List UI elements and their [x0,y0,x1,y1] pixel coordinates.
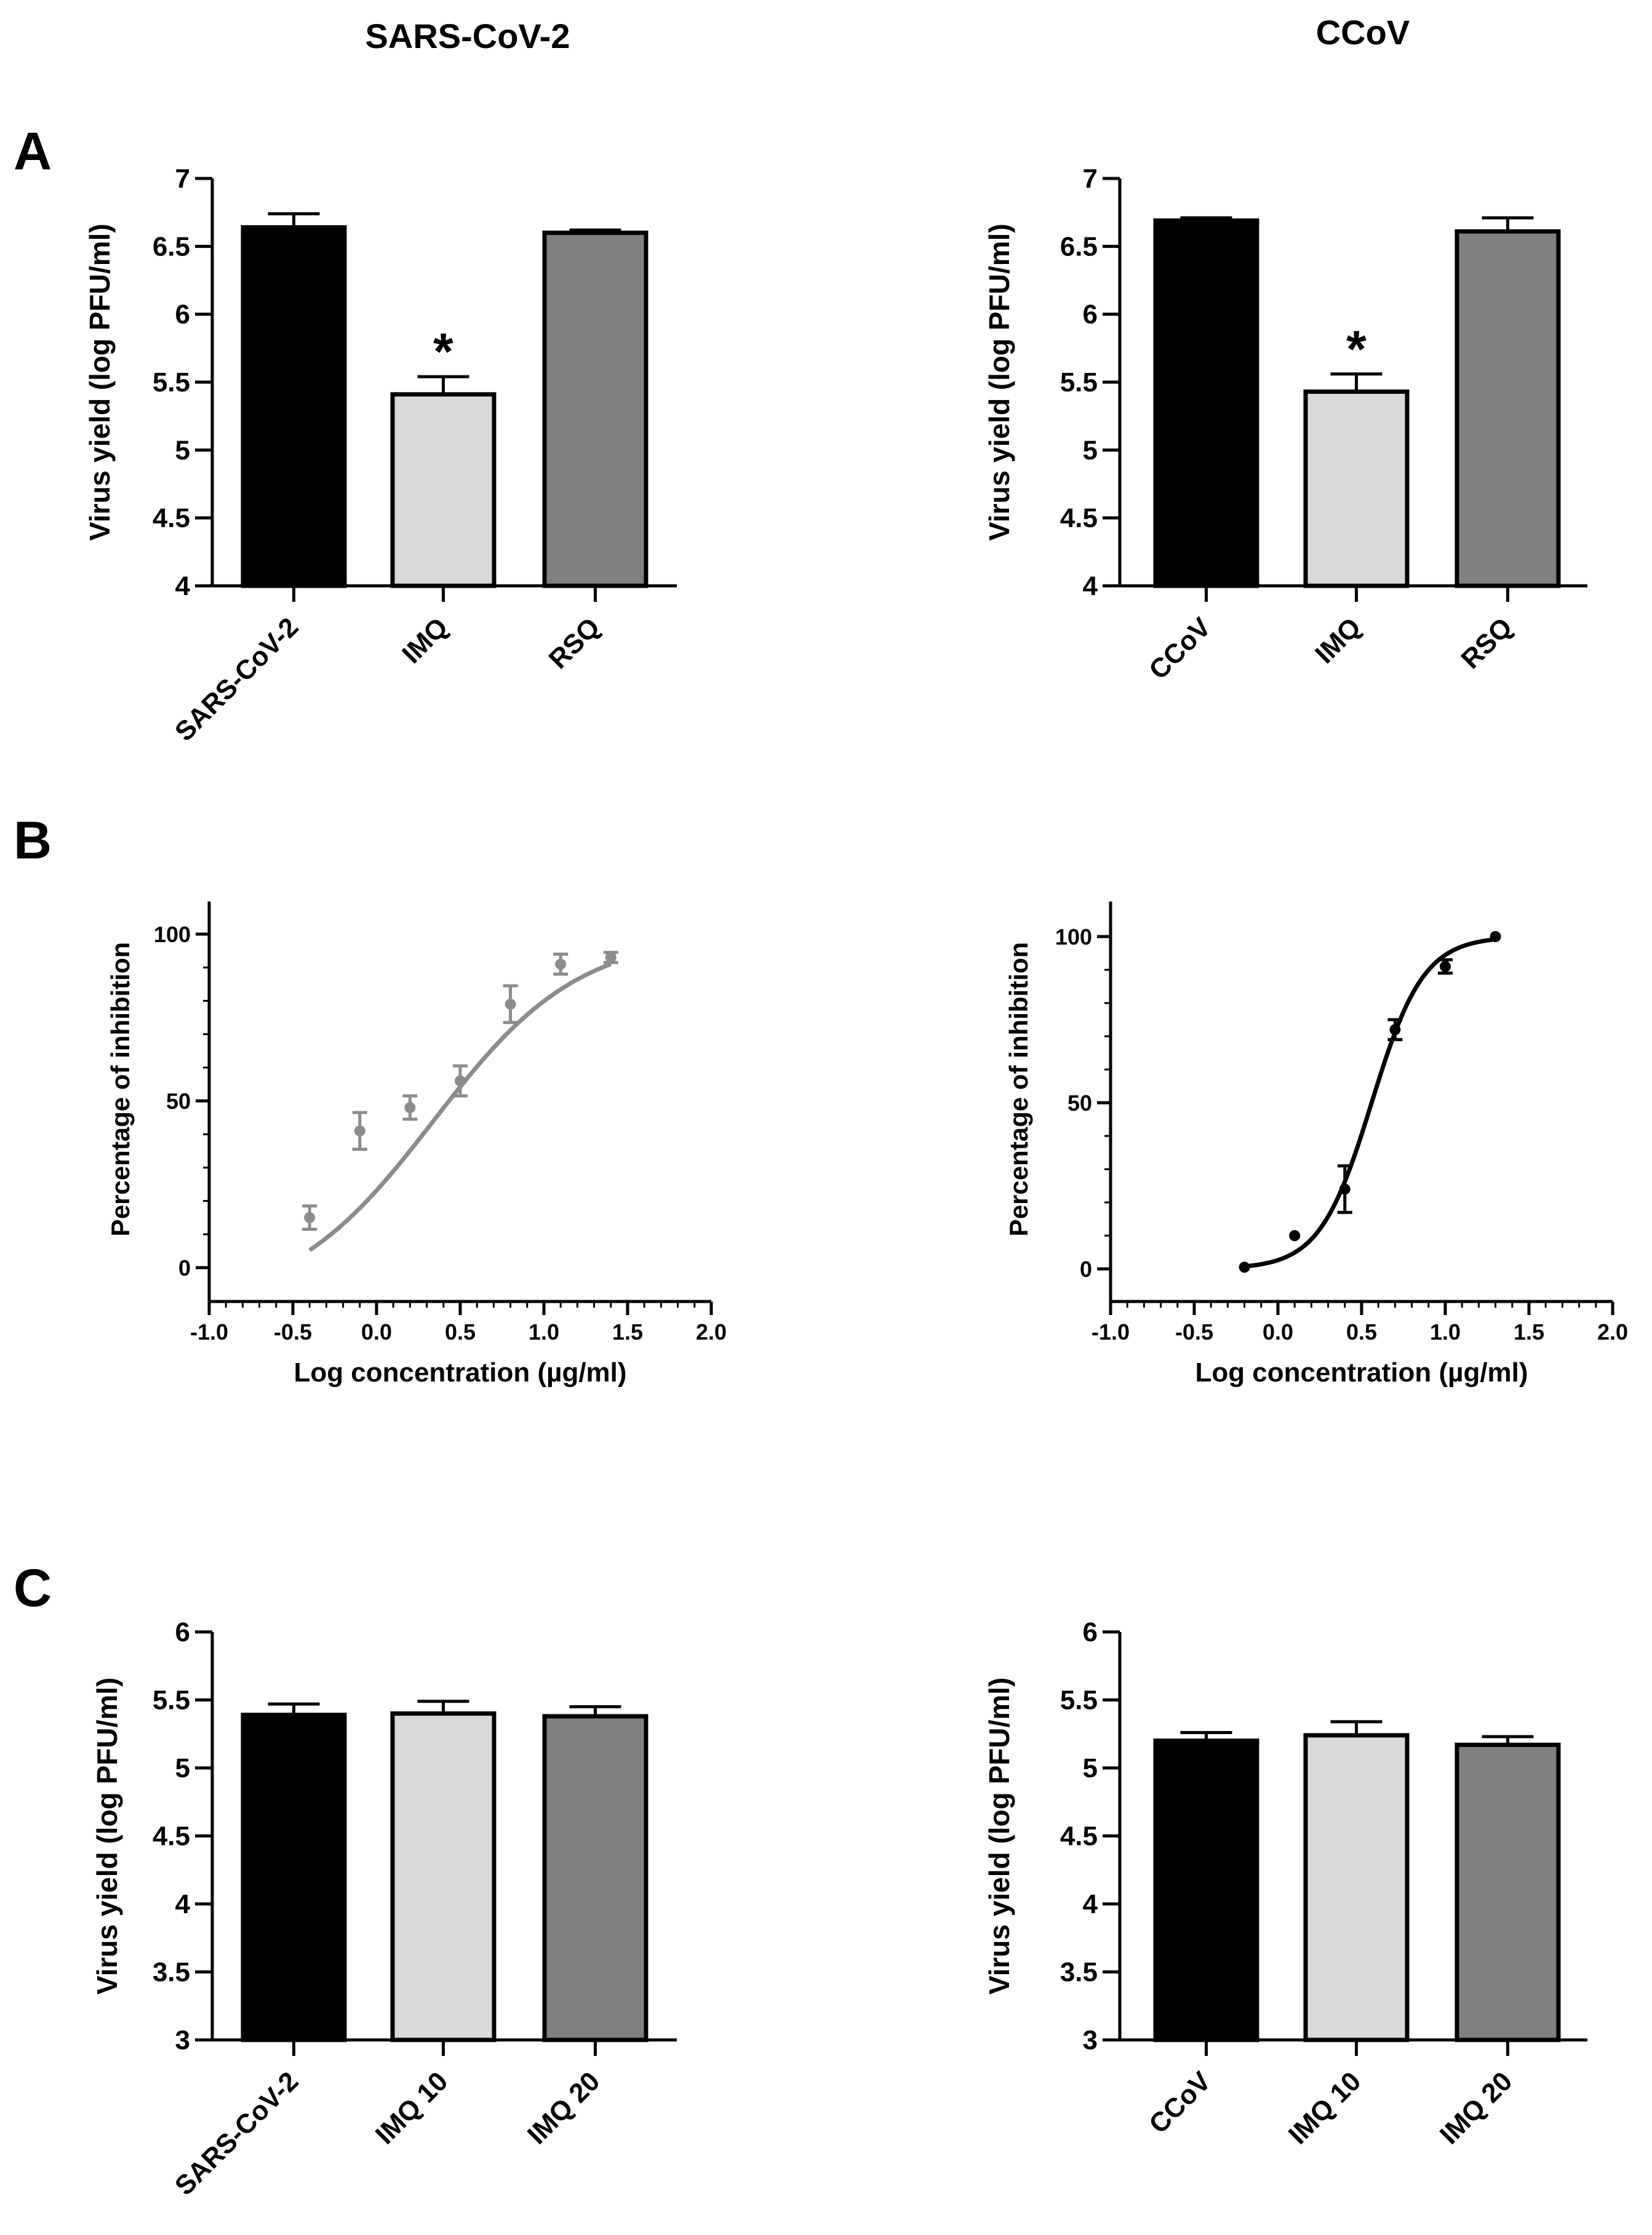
y-tick-label: 5.5 [1060,1685,1098,1716]
column-title-ccov: CCoV [1316,13,1410,52]
significance-asterisk: * [433,322,453,380]
y-tick-label: 4 [1083,571,1098,601]
y-tick-label: 50 [166,1089,191,1114]
bar-sars-cov-2 [241,1713,347,2042]
y-tick-label: 50 [1067,1090,1092,1116]
chart-b-left: 0 50 100 -1.0 -0.5 0.0 0.5 1.0 1.5 2.0 Log concent… [106,902,727,1388]
y-tick-label: 3 [1083,2025,1098,2055]
x-tick-label: -0.5 [1175,1319,1213,1345]
bar-imq-10 [390,1711,497,2042]
data-point [304,1212,316,1223]
x-tick-label: 0.0 [1263,1319,1293,1345]
x-tick-label: 1.5 [1514,1319,1544,1345]
data-point [555,958,567,970]
y-tick-label: 3.5 [1060,1957,1098,1988]
y-axis-title: Percentage of inhibition [1004,942,1033,1236]
y-tick-label: 3.5 [153,1957,190,1988]
data-point [1440,961,1451,972]
panel-label-b: B [14,811,52,870]
y-tick-label: 4.5 [1060,503,1098,534]
y-tick-label: 5 [175,1753,190,1783]
significance-asterisk: * [1346,320,1367,378]
y-tick-label: 100 [154,922,191,947]
x-axis-title: Log concentration (µg/ml) [293,1357,626,1388]
bar-sars-cov-2 [241,225,347,588]
x-tick-label: 0.5 [1346,1319,1377,1345]
bar-imq [390,392,497,588]
x-tick-label: -1.0 [190,1319,228,1345]
data-point [1389,1024,1401,1036]
bar-ccov [1153,218,1259,588]
y-tick-label: 0 [178,1255,191,1281]
y-tick-label: 5.5 [153,367,190,398]
y-tick-label: 7 [175,164,190,194]
y-tick-label: 5 [175,435,190,465]
y-axis-title: Percentage of inhibition [106,942,135,1236]
x-axis-title: Log concentration (µg/ml) [1195,1357,1528,1388]
y-tick-label: 4.5 [1060,1821,1098,1852]
y-tick-label: 6.5 [1060,231,1098,262]
column-title-sars-cov-2: SARS-CoV-2 [365,17,570,55]
y-axis-title: Virus yield (log PFU/ml) [84,223,116,540]
data-point [1339,1183,1351,1195]
data-point [404,1102,416,1113]
panel-label-a: A [14,122,52,181]
y-tick-label: 4 [175,571,191,601]
y-tick-label: 5 [1083,435,1098,465]
y-tick-label: 100 [1055,924,1092,950]
bar-imq-10 [1303,1733,1410,2042]
x-tick-label: 0.5 [445,1319,476,1345]
y-tick-label: 4.5 [153,503,190,534]
data-point [1490,931,1501,942]
x-tick-label: -0.5 [274,1319,312,1345]
panel-label-c: C [14,1559,52,1618]
y-tick-label: 5 [1083,1753,1098,1783]
bar-imq [1303,389,1410,588]
x-tick-label: 0.0 [361,1319,392,1345]
chart-b-right: 0 50 100 -1.0 -0.5 0.0 0.5 1.0 1.5 2.0 Log concent… [1004,902,1628,1388]
bar-imq-20 [542,1714,648,2042]
y-tick-label: 4.5 [153,1821,190,1852]
data-point [455,1075,466,1087]
y-axis-title: Virus yield (log PFU/ml) [983,223,1015,540]
y-tick-label: 0 [1080,1257,1092,1282]
bar-imq-20 [1454,1742,1561,2042]
x-tick-label: 2.0 [1597,1319,1628,1345]
x-tick-label: -1.0 [1091,1319,1130,1345]
x-tick-label: 2.0 [696,1319,727,1345]
x-tick-label: 1.5 [612,1319,643,1345]
y-tick-label: 5.5 [1060,367,1098,398]
data-point [1239,1261,1250,1273]
y-tick-label: 4 [1083,1889,1098,1919]
data-point [605,951,617,963]
y-tick-label: 3 [175,2025,190,2055]
bar-rsq [1454,229,1561,588]
fitted-curve [1244,937,1496,1269]
data-point [1289,1230,1301,1241]
y-tick-label: 6 [1083,300,1098,330]
y-tick-label: 5.5 [153,1685,190,1716]
x-tick-label: 1.0 [1430,1319,1461,1345]
bar-ccov [1153,1738,1259,2042]
y-tick-label: 6 [1083,1617,1098,1647]
data-point [505,998,516,1010]
data-point [354,1125,365,1137]
y-axis-title: Virus yield (log PFU/ml) [91,1677,123,1994]
y-tick-label: 6 [175,300,190,330]
x-tick-label: 1.0 [529,1319,559,1345]
y-tick-label: 6 [175,1617,190,1647]
y-tick-label: 7 [1083,164,1098,194]
y-tick-label: 6.5 [153,231,190,262]
y-tick-label: 4 [175,1889,191,1919]
bar-rsq [542,230,648,588]
y-axis-title: Virus yield (log PFU/ml) [983,1677,1015,1994]
